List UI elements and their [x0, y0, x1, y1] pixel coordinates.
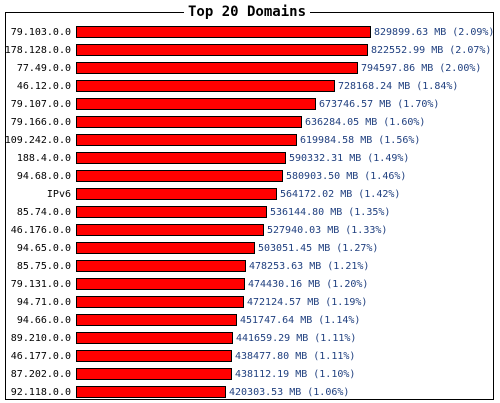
value-label: 474430.16 MB (1.20%): [248, 279, 368, 290]
bar: [76, 116, 302, 128]
bar: [76, 188, 277, 200]
bar: [76, 62, 358, 74]
category-label: 79.131.0.0: [11, 279, 71, 290]
value-label: 673746.57 MB (1.70%): [319, 99, 439, 110]
bar: [76, 80, 335, 92]
value-label: 527940.03 MB (1.33%): [267, 225, 387, 236]
value-label: 822552.99 MB (2.07%): [371, 45, 491, 56]
category-label: 46.177.0.0: [11, 351, 71, 362]
value-label: 472124.57 MB (1.19%): [247, 297, 367, 308]
category-label: 92.118.0.0: [11, 387, 71, 398]
category-label: 77.49.0.0: [17, 63, 71, 74]
bar: [76, 296, 244, 308]
value-label: 420303.53 MB (1.06%): [229, 387, 349, 398]
value-label: 619984.58 MB (1.56%): [300, 135, 420, 146]
category-label: 85.75.0.0: [17, 261, 71, 272]
bar: [76, 26, 371, 38]
category-label: 85.74.0.0: [17, 207, 71, 218]
category-label: 79.103.0.0: [11, 27, 71, 38]
bar: [76, 386, 226, 398]
category-label: 94.66.0.0: [17, 315, 71, 326]
value-label: 536144.80 MB (1.35%): [270, 207, 390, 218]
value-label: 438112.19 MB (1.10%): [235, 369, 355, 380]
chart-title: Top 20 Domains: [184, 3, 311, 21]
category-label: IPv6: [47, 189, 71, 200]
value-label: 829899.63 MB (2.09%): [374, 27, 494, 38]
bar: [76, 350, 232, 362]
bar: [76, 206, 267, 218]
value-label: 503051.45 MB (1.27%): [258, 243, 378, 254]
bar: [76, 170, 283, 182]
bar: [76, 314, 237, 326]
value-label: 794597.86 MB (2.00%): [361, 63, 481, 74]
category-label: 87.202.0.0: [11, 369, 71, 380]
category-label: 46.12.0.0: [17, 81, 71, 92]
category-label: 178.128.0.0: [5, 45, 71, 56]
category-label: 94.65.0.0: [17, 243, 71, 254]
value-label: 580903.50 MB (1.46%): [286, 171, 406, 182]
bar: [76, 224, 264, 236]
category-label: 109.242.0.0: [5, 135, 71, 146]
value-label: 636284.05 MB (1.60%): [305, 117, 425, 128]
value-label: 590332.31 MB (1.49%): [289, 153, 409, 164]
category-label: 94.68.0.0: [17, 171, 71, 182]
bar: [76, 152, 286, 164]
bar: [76, 134, 297, 146]
category-label: 46.176.0.0: [11, 225, 71, 236]
bar: [76, 260, 246, 272]
value-label: 451747.64 MB (1.14%): [240, 315, 360, 326]
bar: [76, 368, 232, 380]
bar: [76, 332, 233, 344]
category-label: 89.210.0.0: [11, 333, 71, 344]
category-label: 94.71.0.0: [17, 297, 71, 308]
category-label: 79.107.0.0: [11, 99, 71, 110]
category-label: 188.4.0.0: [17, 153, 71, 164]
bar: [76, 278, 245, 290]
value-label: 441659.29 MB (1.11%): [236, 333, 356, 344]
value-label: 438477.80 MB (1.11%): [235, 351, 355, 362]
category-label: 79.166.0.0: [11, 117, 71, 128]
value-label: 478253.63 MB (1.21%): [249, 261, 369, 272]
bar: [76, 98, 316, 110]
bar: [76, 44, 368, 56]
bar: [76, 242, 255, 254]
value-label: 564172.02 MB (1.42%): [280, 189, 400, 200]
value-label: 728168.24 MB (1.84%): [338, 81, 458, 92]
